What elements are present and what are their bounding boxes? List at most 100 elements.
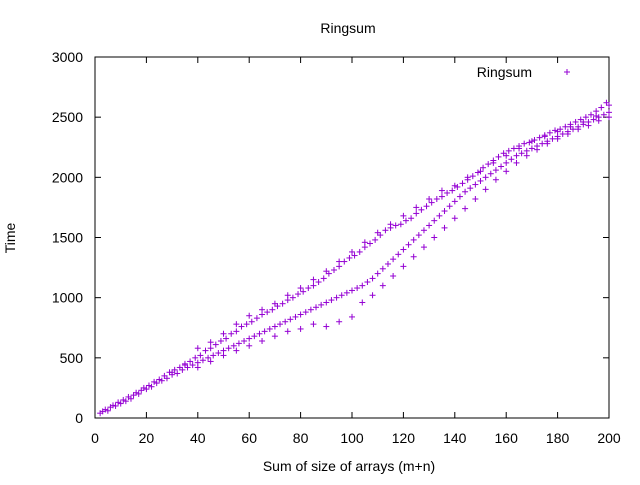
- data-point: [516, 145, 523, 152]
- x-tick-label: 200: [597, 430, 621, 446]
- y-tick-label: 1000: [52, 290, 83, 306]
- data-point: [336, 258, 343, 265]
- data-point: [207, 339, 214, 346]
- y-axis-label: Time: [2, 222, 18, 253]
- data-point: [464, 174, 471, 181]
- data-point: [287, 316, 294, 323]
- data-point: [246, 342, 253, 349]
- data-point: [238, 323, 245, 330]
- data-point: [259, 337, 266, 344]
- data-point: [158, 377, 165, 384]
- data-point: [253, 315, 260, 322]
- data-point: [284, 292, 291, 299]
- y-tick-label: 2500: [52, 109, 83, 125]
- x-tick-label: 100: [340, 430, 364, 446]
- legend: Ringsum: [477, 64, 570, 80]
- data-point: [477, 168, 484, 175]
- data-point: [328, 297, 335, 304]
- data-point: [418, 206, 425, 213]
- data-point: [197, 352, 204, 359]
- data-point: [598, 104, 605, 111]
- data-point: [169, 369, 176, 376]
- data-point: [302, 309, 309, 316]
- data-point: [405, 241, 412, 248]
- data-point: [438, 193, 445, 200]
- data-point: [349, 287, 355, 294]
- data-point: [426, 222, 433, 229]
- data-point: [469, 173, 476, 180]
- data-point: [233, 328, 240, 335]
- data-point: [194, 345, 201, 352]
- data-point: [384, 260, 391, 267]
- data-point: [379, 265, 386, 272]
- data-point: [495, 153, 502, 160]
- data-point: [266, 325, 273, 332]
- data-point: [241, 337, 248, 344]
- legend-label: Ringsum: [477, 64, 532, 80]
- data-point: [580, 118, 587, 125]
- data-point: [295, 291, 302, 298]
- data-point: [546, 129, 553, 136]
- data-point: [508, 156, 515, 163]
- data-point: [233, 347, 240, 354]
- data-point: [102, 406, 109, 413]
- x-tick-label: 180: [546, 430, 570, 446]
- data-point: [187, 358, 194, 365]
- data-point: [261, 328, 268, 335]
- data-point: [351, 252, 358, 259]
- data-point: [220, 330, 227, 337]
- data-point: [526, 139, 533, 146]
- data-point: [441, 208, 448, 215]
- data-point: [282, 318, 289, 325]
- data-point: [472, 181, 479, 188]
- data-point: [148, 383, 155, 390]
- data-point: [225, 345, 232, 352]
- data-point: [127, 395, 134, 402]
- data-point: [354, 285, 361, 292]
- data-point: [264, 309, 271, 316]
- data-point: [451, 198, 458, 205]
- data-point: [271, 300, 278, 307]
- data-point: [477, 177, 484, 184]
- data-point: [567, 123, 574, 130]
- axes: 0 20 40 60 80 100 120 140 160 180 2000500100015002…: [52, 49, 621, 446]
- data-point: [451, 182, 458, 189]
- y-tick-label: 0: [75, 410, 83, 426]
- chart-title: Ringsum: [320, 20, 375, 36]
- data-point: [503, 168, 510, 175]
- data-point: [246, 312, 253, 319]
- data-point: [269, 306, 276, 313]
- data-point: [387, 221, 394, 228]
- data-point: [462, 205, 469, 212]
- data-point: [441, 224, 448, 231]
- data-point: [349, 313, 355, 320]
- data-point: [338, 292, 345, 299]
- data-point: [420, 227, 427, 234]
- data-point: [174, 370, 181, 377]
- y-tick-label: 500: [60, 350, 84, 366]
- data-point: [410, 236, 417, 243]
- data-point: [606, 102, 612, 109]
- data-point: [156, 376, 163, 383]
- data-point: [595, 117, 602, 124]
- data-point: [480, 164, 487, 171]
- x-tick-label: 0: [91, 430, 99, 446]
- data-point: [408, 215, 415, 222]
- data-point: [490, 159, 497, 166]
- x-tick-label: 140: [443, 430, 467, 446]
- data-point: [400, 212, 407, 219]
- data-point: [310, 321, 317, 328]
- data-point: [117, 400, 124, 407]
- data-point: [289, 294, 296, 301]
- data-point: [145, 382, 152, 389]
- data-point: [292, 313, 299, 320]
- data-point: [279, 300, 286, 307]
- data-point: [343, 289, 350, 296]
- data-point: [431, 234, 438, 241]
- data-point: [400, 263, 407, 270]
- data-point: [115, 399, 122, 406]
- data-point: [194, 364, 201, 371]
- data-point: [336, 318, 343, 325]
- data-point: [428, 199, 435, 206]
